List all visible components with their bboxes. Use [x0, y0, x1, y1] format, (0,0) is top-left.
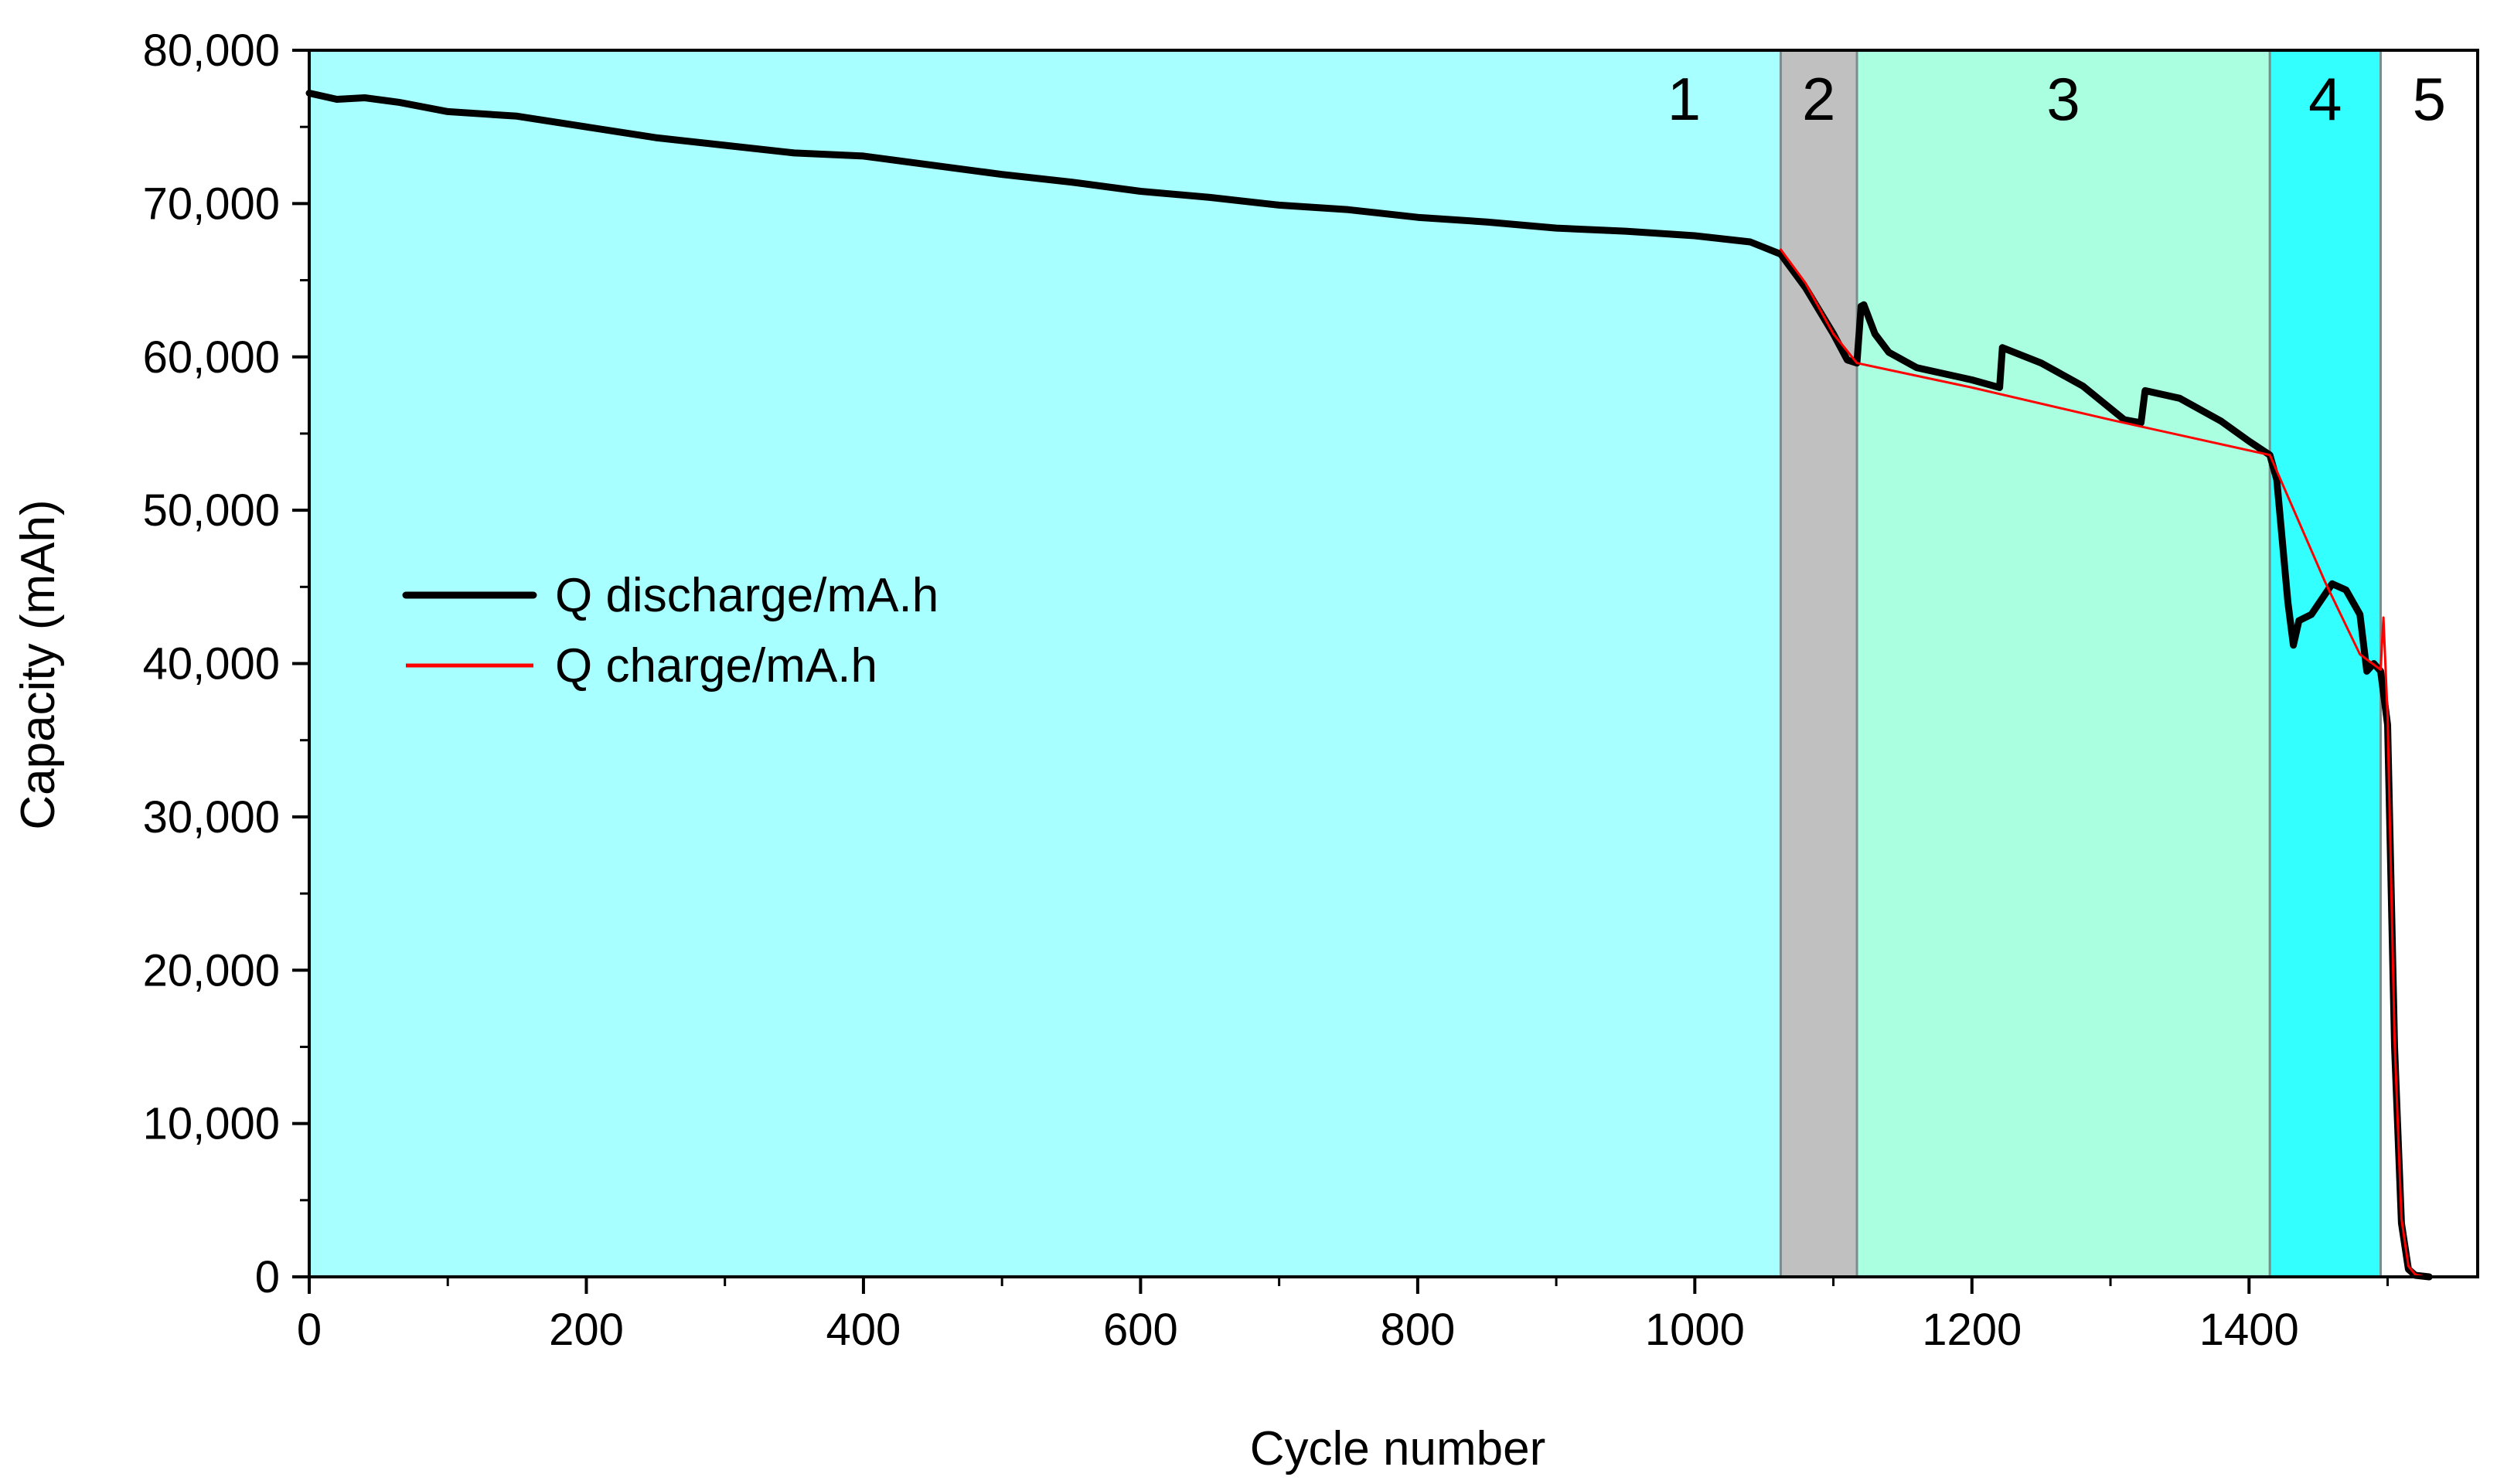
y-tick-label: 80,000	[143, 26, 280, 76]
region-label-3: 3	[2046, 65, 2080, 133]
y-tick-label: 50,000	[143, 485, 280, 536]
legend: Q discharge/mA.h Q charge/mA.h	[402, 569, 939, 693]
x-tick-label: 400	[826, 1305, 901, 1355]
x-tick-label: 1200	[1922, 1305, 2022, 1355]
y-tick-label: 60,000	[143, 332, 280, 383]
legend-label-discharge: Q discharge/mA.h	[555, 569, 939, 622]
x-tick-label: 200	[549, 1305, 624, 1355]
y-tick-label: 30,000	[143, 792, 280, 842]
y-tick-label: 40,000	[143, 639, 280, 689]
region-band-1	[309, 50, 1781, 1277]
y-tick-label: 20,000	[143, 945, 280, 996]
y-tick-label: 10,000	[143, 1099, 280, 1149]
y-axis-title: Capacity (mAh)	[12, 499, 65, 829]
region-band-4	[2270, 50, 2381, 1277]
region-band-3	[1857, 50, 2270, 1277]
regions-layer	[309, 50, 2478, 1277]
region-band-2	[1780, 50, 1858, 1277]
region-label-4: 4	[2308, 65, 2342, 133]
series-line-charge	[1780, 248, 2424, 1278]
region-labels-layer: 1 2 3 4 5	[1668, 65, 2446, 133]
region-label-2: 2	[1802, 65, 1835, 133]
x-tick-label: 1400	[2199, 1305, 2299, 1355]
x-tick-label: 1000	[1645, 1305, 1745, 1355]
x-tick-label: 800	[1380, 1305, 1455, 1355]
region-label-5: 5	[2413, 65, 2446, 133]
legend-label-charge: Q charge/mA.h	[555, 639, 877, 693]
x-tick-label: 0	[297, 1305, 322, 1355]
y-tick-label: 70,000	[143, 179, 280, 229]
axes-layer: 0 200 400 600 800 1000 1200 1400 0 10,000 20,000 30…	[143, 26, 2479, 1355]
series-line-discharge	[305, 90, 2433, 1281]
series-layer	[305, 90, 2433, 1281]
region-label-1: 1	[1668, 65, 1701, 133]
x-tick-label: 600	[1103, 1305, 1178, 1355]
x-axis-title: Cycle number	[1250, 1422, 1545, 1475]
y-tick-label: 0	[255, 1252, 280, 1302]
